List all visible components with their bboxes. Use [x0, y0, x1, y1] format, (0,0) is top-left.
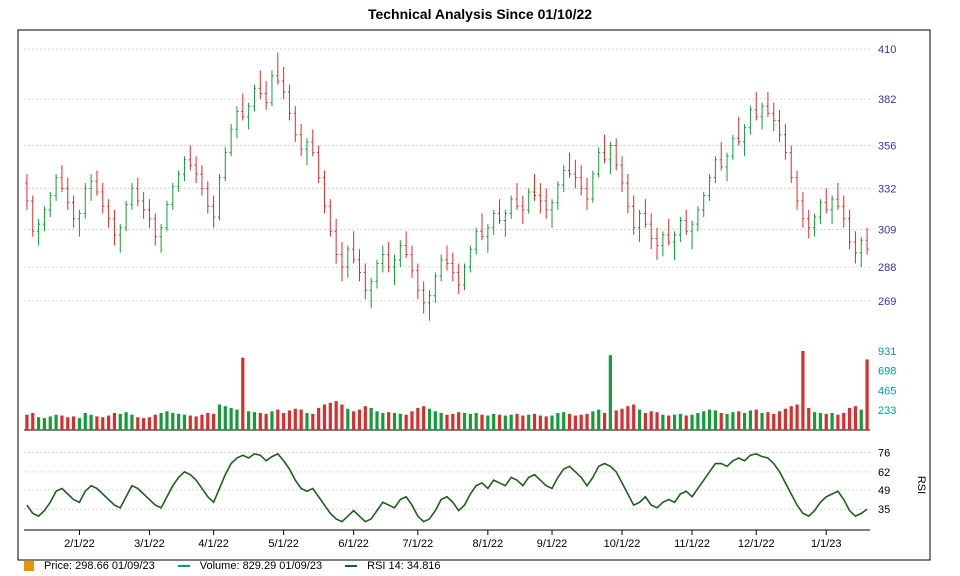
chart-container: { "title": "Technical Analysis Since 01/… [0, 0, 960, 576]
rsi-tick: 35 [878, 504, 890, 516]
chart-svg: 269 288 309 332 356 382 410 233 465 698 931 35 49 62 7… [0, 0, 960, 576]
legend: Price: 298.66 01/09/23 Volume: 829.29 01… [24, 560, 461, 572]
x-tick: 6/1/22 [338, 538, 369, 550]
price-tick: 382 [878, 94, 896, 106]
rsi-tick: 49 [878, 485, 890, 497]
x-tick: 4/1/22 [198, 538, 229, 550]
volume-tick: 931 [878, 346, 896, 358]
price-tick: 269 [878, 296, 896, 308]
legend-price: Price: 298.66 01/09/23 [24, 560, 165, 572]
price-tick: 309 [878, 225, 896, 237]
volume-tick: 698 [878, 366, 896, 378]
x-tick: 2/1/22 [64, 538, 95, 550]
price-tick: 356 [878, 140, 896, 152]
x-tick: 12/1/22 [738, 538, 775, 550]
x-tick: 10/1/22 [604, 538, 641, 550]
volume-series [25, 351, 868, 430]
rsi-tick: 76 [878, 447, 890, 459]
x-tick: 1/1/23 [811, 538, 842, 550]
legend-rsi: RSI 14: 34.816 [345, 560, 450, 572]
x-tick: 9/1/22 [537, 538, 568, 550]
rsi-axis-label: RSI [915, 476, 927, 494]
x-tick: 11/1/22 [674, 538, 710, 550]
rsi-line [27, 454, 867, 522]
price-tick: 410 [878, 44, 896, 56]
x-tick: 7/1/22 [403, 538, 434, 550]
volume-tick: 233 [878, 405, 896, 417]
price-tick: 288 [878, 262, 896, 274]
price-tick: 332 [878, 183, 896, 195]
legend-volume: Volume: 829.29 01/09/23 [178, 560, 332, 572]
volume-tick: 465 [878, 385, 896, 397]
rsi-tick: 62 [878, 467, 890, 479]
x-tick: 5/1/22 [268, 538, 299, 550]
ohlc-series [25, 53, 868, 321]
x-tick: 8/1/22 [473, 538, 504, 550]
x-tick: 3/1/22 [134, 538, 165, 550]
